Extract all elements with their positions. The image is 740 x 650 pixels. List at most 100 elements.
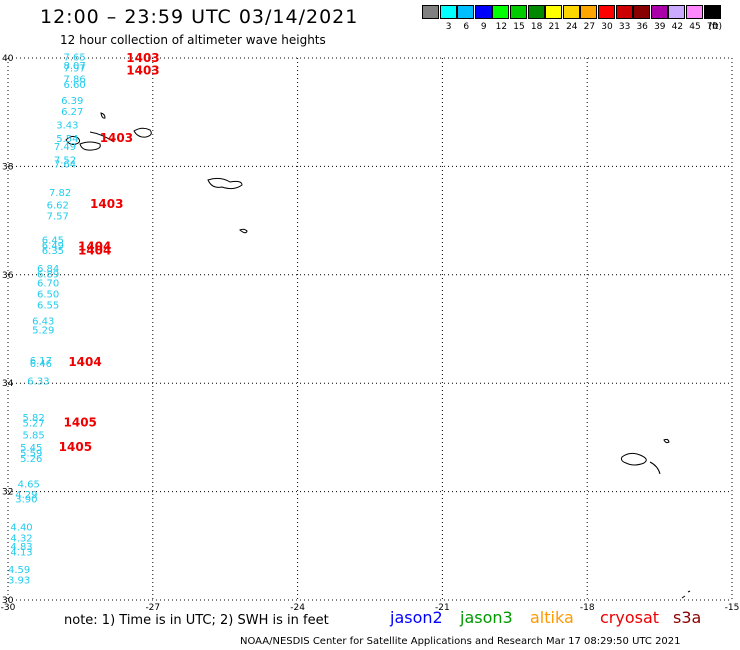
island-outline (649, 461, 661, 475)
color-scale-label: 45 (689, 22, 701, 32)
island-outline (663, 438, 670, 444)
color-scale-swatch (686, 5, 703, 19)
color-scale-swatch (633, 5, 651, 19)
wave-height-label: 7.82 (49, 188, 71, 199)
island-outline (100, 112, 106, 119)
latitude-tick-label: 32 (2, 488, 13, 498)
wave-height-label: 4.32 (10, 533, 32, 544)
wave-height-label: 6.62 (47, 201, 69, 212)
pass-time-label: 1404 (78, 244, 111, 258)
longitude-tick-label: -30 (1, 603, 16, 613)
color-scale-label: 15 (513, 22, 525, 32)
footnote: note: 1) Time is in UTC; 2) SWH is in fe… (64, 613, 329, 628)
wave-height-label: 6.43 (32, 317, 54, 328)
credit-line: NOAA/NESDIS Center for Satellite Applica… (240, 636, 681, 647)
island-outline (239, 228, 248, 234)
wave-height-label: 5.45 (20, 443, 42, 454)
wave-height-label: 7.65 (64, 53, 86, 64)
longitude-tick-label: -15 (725, 603, 740, 613)
color-scale-label: 27 (583, 22, 596, 32)
wave-height-label: 4.83 (10, 542, 32, 553)
color-scale-swatch (650, 5, 668, 19)
color-scale-label: 36 (636, 22, 648, 32)
color-scale-label: 33 (618, 22, 631, 32)
pass-time-label: 1405 (59, 440, 92, 454)
map-title: 12:00 – 23:59 UTC 03/14/2021 (40, 6, 359, 28)
wave-height-label: 7.97 (64, 64, 86, 75)
wave-height-label: 6.33 (27, 376, 49, 387)
wave-height-label: 5.85 (22, 430, 44, 441)
wave-height-label: 6.35 (42, 246, 64, 257)
color-scale-swatch (474, 5, 492, 19)
latitude-tick-label: 38 (2, 162, 14, 172)
wave-height-label: 6.46 (30, 359, 52, 370)
color-scale-label: 39 (654, 22, 666, 32)
satellite-legend-s3a: s3a (673, 608, 702, 627)
wave-height-label: 3.90 (15, 494, 37, 505)
color-scale-label: 30 (601, 22, 613, 32)
wave-height-label: 5.26 (20, 454, 42, 465)
color-scale-swatch (703, 5, 721, 19)
color-scale-label: 21 (548, 22, 560, 32)
color-scale-label: 42 (671, 22, 684, 32)
color-scale-label: 6 (463, 22, 470, 32)
color-scale-swatch (562, 5, 580, 19)
pass-time-label: 1403 (126, 51, 159, 65)
latitude-tick-label: 36 (2, 271, 14, 281)
wave-height-label: 5.54 (56, 134, 78, 145)
color-scale-swatch (492, 5, 510, 19)
longitude-tick-label: -18 (580, 603, 595, 613)
wave-height-label: 6.50 (37, 290, 59, 301)
wave-height-label: 4.40 (10, 523, 32, 534)
pass-time-label: 1403 (126, 63, 159, 77)
color-scale-swatch (439, 5, 457, 19)
wave-height-label: 8.07 (64, 61, 86, 72)
color-scale-label: 9 (480, 22, 487, 32)
wave-height-label: 6.27 (61, 107, 83, 118)
color-scale-swatch (457, 5, 475, 19)
wave-height-label: 5.82 (22, 413, 44, 424)
wave-height-label: 6.17 (30, 356, 52, 367)
color-scale-label: 70 (706, 22, 719, 32)
color-scale-swatch (527, 5, 545, 19)
pass-time-label: 1403 (90, 197, 123, 211)
wave-height-label: 6.70 (37, 279, 59, 290)
satellite-legend-altika: altika (530, 608, 574, 627)
island-outline (681, 590, 691, 599)
color-scale-swatch (615, 5, 633, 19)
wave-height-label: 7.86 (64, 74, 86, 85)
color-scale-swatch (598, 5, 615, 19)
wave-height-label: 5.59 (20, 448, 42, 459)
island-outline (89, 131, 115, 143)
color-scale-swatch (580, 5, 598, 19)
island-outline (621, 452, 647, 466)
color-scale-swatch (510, 5, 527, 19)
wave-height-label: 6.55 (37, 300, 59, 311)
latitude-tick-label: 34 (2, 379, 14, 389)
wave-height-label: 6.84 (37, 264, 59, 275)
wave-height-label: 5.29 (32, 325, 54, 336)
island-outline (79, 141, 101, 151)
wave-height-label: 5.27 (22, 419, 44, 430)
latitude-tick-label: 30 (2, 596, 14, 606)
color-scale-label: 18 (530, 22, 543, 32)
color-scale-label: 24 (566, 22, 578, 32)
color-scale-swatch (422, 5, 439, 19)
wave-height-label: 4.65 (18, 479, 40, 490)
wave-height-label: 6.49 (42, 241, 64, 252)
pass-time-label: 1403 (100, 131, 133, 145)
wave-height-label: 7.49 (54, 142, 76, 153)
color-scale-swatch (668, 5, 686, 19)
island-outline (65, 135, 81, 145)
satellite-legend-jason2: jason2 (390, 608, 443, 627)
wave-height-label: 3.43 (56, 120, 78, 131)
wave-height-label: 4.13 (10, 548, 32, 559)
wave-height-label: 4.29 (15, 490, 37, 501)
pass-time-label: 1405 (64, 416, 97, 430)
longitude-tick-label: -27 (145, 603, 160, 613)
latitude-tick-label: 40 (2, 54, 14, 64)
wave-height-label: 6.39 (61, 96, 83, 107)
island-outline (133, 127, 152, 138)
longitude-tick-label: -24 (290, 603, 305, 613)
